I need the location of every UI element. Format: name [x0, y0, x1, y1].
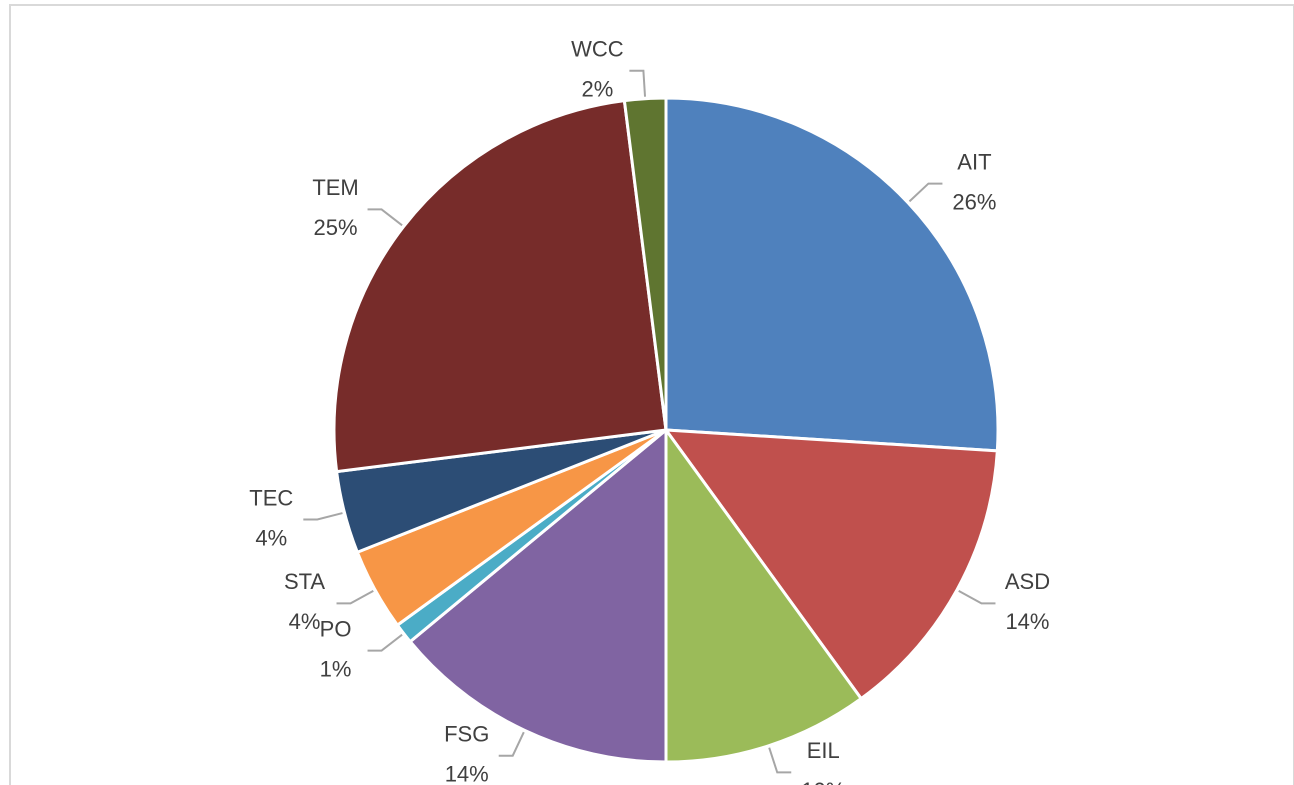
chart-border	[9, 4, 1294, 785]
slice-label-name: FSG	[444, 722, 489, 747]
slice-label-value: 25%	[314, 215, 358, 240]
leader-line	[336, 590, 374, 605]
leader-line	[303, 512, 343, 521]
slice-label-value: 14%	[1005, 609, 1049, 634]
slice-label-name: AIT	[957, 149, 991, 174]
pie-slice	[664, 96, 1000, 453]
slice-label-value: 10%	[801, 778, 845, 785]
leader-line	[908, 182, 943, 203]
leader-line	[367, 633, 403, 652]
slice-label-name: WCC	[571, 37, 624, 62]
slice-label-value: 14%	[445, 762, 489, 785]
leader-line	[498, 731, 525, 757]
pie-slice	[332, 98, 668, 474]
leader-line	[768, 747, 792, 774]
slice-label-value: 4%	[255, 525, 287, 550]
slice-label-value: 4%	[289, 609, 321, 634]
leader-line	[367, 208, 403, 227]
slice-label-name: ASD	[1005, 569, 1050, 594]
slice-label-name: STA	[284, 569, 325, 594]
slice-label-name: TEM	[312, 175, 358, 200]
leader-line	[629, 69, 647, 97]
slice-label-name: TEC	[249, 485, 293, 510]
slice-label-value: 26%	[952, 189, 996, 214]
pie-slice	[664, 425, 864, 764]
pie-slice	[408, 426, 668, 764]
pie-slice	[662, 428, 999, 701]
slice-label-name: PO	[320, 616, 352, 641]
slice-label-name: EIL	[807, 738, 840, 763]
leader-line	[958, 590, 996, 605]
pie-slice	[622, 96, 668, 431]
slice-label-value: 2%	[581, 77, 613, 102]
slice-label-value: 1%	[320, 656, 352, 681]
